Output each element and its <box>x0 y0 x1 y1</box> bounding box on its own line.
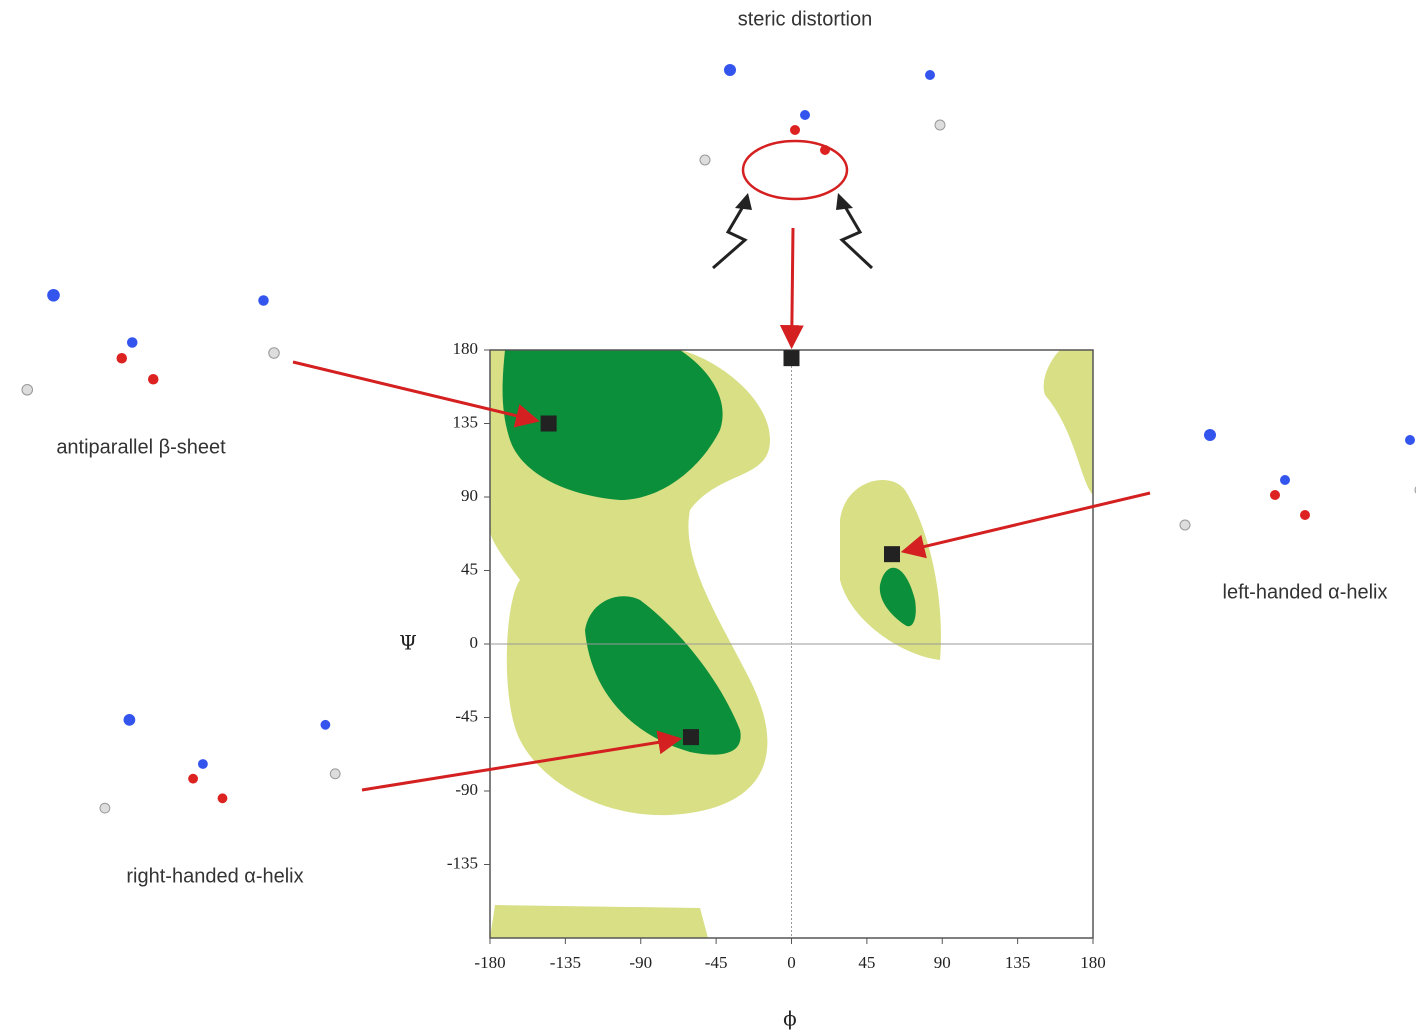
arrow-head <box>735 193 752 210</box>
point <box>683 729 699 745</box>
x-tick-label: -45 <box>705 953 728 972</box>
x-tick-label: 90 <box>934 953 951 972</box>
molecule <box>700 64 945 165</box>
chart: ϕ Ψ -180 -135 -90 -45 0 45 90 135 180 -135 -90 -45 0… <box>0 0 1416 1031</box>
y-tick-label: -90 <box>455 780 478 799</box>
molecule <box>1180 429 1416 530</box>
y-tick-label: -135 <box>447 853 478 872</box>
region-allowed <box>490 905 708 938</box>
y-tick-label: 180 <box>453 339 479 358</box>
highlight-ellipse <box>743 141 847 199</box>
pointer-arrow <box>904 493 1150 551</box>
y-tick-label: 90 <box>461 486 478 505</box>
x-tick-label: -180 <box>474 953 505 972</box>
arrow-head <box>836 193 853 210</box>
x-axis-label: ϕ <box>783 1007 797 1031</box>
point <box>784 350 800 366</box>
point-label: left-handed α-helix <box>1223 581 1388 603</box>
x-tick-label: 135 <box>1005 953 1031 972</box>
x-tick-label: -135 <box>550 953 581 972</box>
point <box>884 546 900 562</box>
molecule <box>22 289 279 395</box>
y-tick-label: -45 <box>455 706 478 725</box>
y-tick-label: 45 <box>461 559 478 578</box>
point-label: right-handed α-helix <box>126 865 303 887</box>
y-tick-label: 0 <box>470 633 479 652</box>
point-label: antiparallel β-sheet <box>56 436 226 458</box>
point <box>541 416 557 432</box>
x-tick-label: 180 <box>1080 953 1106 972</box>
x-tick-label: -90 <box>629 953 652 972</box>
pointer-arrow <box>792 228 793 346</box>
molecule <box>100 714 340 813</box>
y-axis-label: Ψ <box>399 631 417 655</box>
region-allowed <box>1044 350 1093 495</box>
point-label: steric distortion <box>738 8 873 30</box>
x-tick-label: 0 <box>787 953 796 972</box>
y-tick-label: 135 <box>453 412 479 431</box>
x-tick-label: 45 <box>858 953 875 972</box>
